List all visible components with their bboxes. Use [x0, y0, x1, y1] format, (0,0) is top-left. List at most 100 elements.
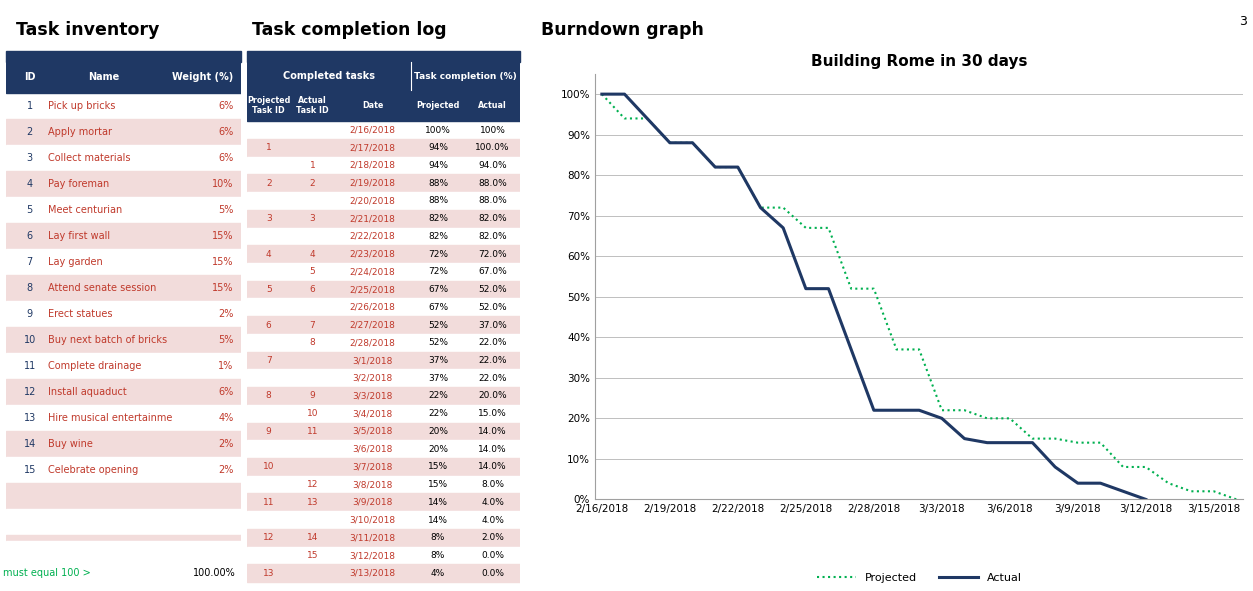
Text: Install aquaduct: Install aquaduct [49, 387, 128, 397]
Text: 14.0%: 14.0% [479, 444, 507, 454]
Text: 94%: 94% [429, 143, 449, 152]
Text: 3/1/2018: 3/1/2018 [352, 356, 392, 365]
Text: 72.0%: 72.0% [479, 249, 507, 259]
Text: 2.0%: 2.0% [481, 533, 504, 543]
Bar [6, 509, 241, 535]
Text: 2/28/2018: 2/28/2018 [350, 338, 396, 348]
Text: 14%: 14% [429, 515, 449, 525]
Text: 88.0%: 88.0% [479, 196, 507, 206]
Bar [247, 352, 520, 369]
Text: 82%: 82% [429, 214, 449, 223]
Text: 3/9/2018: 3/9/2018 [352, 498, 392, 507]
Text: 2%: 2% [218, 465, 233, 475]
Text: Attend senate session: Attend senate session [49, 283, 157, 293]
Text: 8: 8 [309, 338, 316, 348]
Text: 15: 15 [307, 551, 318, 560]
Bar [247, 387, 520, 405]
Text: 6: 6 [26, 231, 33, 241]
Text: 10: 10 [307, 409, 318, 418]
Text: 20%: 20% [429, 444, 449, 454]
Text: Projected: Projected [416, 101, 460, 111]
Text: 9: 9 [309, 391, 316, 401]
Text: Task completion log: Task completion log [252, 21, 447, 38]
Text: 82%: 82% [429, 232, 449, 241]
Text: 11: 11 [307, 427, 318, 436]
Text: 94.0%: 94.0% [479, 161, 507, 170]
Text: 20%: 20% [429, 427, 449, 436]
Legend: Projected, Actual: Projected, Actual [812, 569, 1026, 587]
Text: 2: 2 [266, 178, 272, 188]
Text: 2/19/2018: 2/19/2018 [350, 178, 396, 188]
Text: 100%: 100% [425, 125, 451, 135]
Text: 2/20/2018: 2/20/2018 [350, 196, 396, 206]
Text: ID: ID [24, 73, 35, 82]
Bar [247, 263, 520, 281]
Text: 12: 12 [307, 480, 318, 489]
Text: Pick up bricks: Pick up bricks [49, 101, 115, 111]
Text: 37%: 37% [429, 374, 449, 383]
Bar [6, 301, 241, 327]
Text: 3: 3 [309, 214, 316, 223]
Text: 11: 11 [24, 361, 36, 371]
Bar [6, 93, 241, 119]
Text: 15%: 15% [212, 231, 233, 241]
Text: 2/23/2018: 2/23/2018 [350, 249, 396, 259]
Bar [6, 249, 241, 275]
Text: 2/25/2018: 2/25/2018 [350, 285, 396, 294]
Text: 6: 6 [266, 320, 272, 330]
Bar [247, 547, 520, 564]
Text: 22%: 22% [429, 409, 449, 418]
Text: 22.0%: 22.0% [479, 356, 507, 365]
Text: 4: 4 [26, 179, 33, 189]
Bar [6, 197, 241, 223]
Text: 14%: 14% [429, 498, 449, 507]
Text: 6%: 6% [218, 387, 233, 397]
Bar [247, 174, 520, 192]
Text: 6: 6 [309, 285, 316, 294]
Bar [247, 157, 520, 174]
Bar [247, 316, 520, 334]
Text: 72%: 72% [429, 267, 449, 277]
Text: 12: 12 [24, 387, 36, 397]
Text: 2/24/2018: 2/24/2018 [350, 267, 396, 277]
Text: 8: 8 [26, 283, 33, 293]
Text: 2: 2 [309, 178, 316, 188]
Text: must equal 100 >: must equal 100 > [3, 568, 90, 578]
Text: 5: 5 [309, 267, 316, 277]
Bar [247, 564, 520, 582]
Text: 72%: 72% [429, 249, 449, 259]
Bar [6, 62, 241, 93]
Text: 3/2/2018: 3/2/2018 [352, 374, 392, 383]
Text: 1: 1 [26, 101, 33, 111]
Text: 52%: 52% [429, 320, 449, 330]
Text: 22.0%: 22.0% [479, 374, 507, 383]
Text: Apply mortar: Apply mortar [49, 127, 113, 137]
Bar [247, 192, 520, 210]
Text: Actual: Actual [479, 101, 507, 111]
Text: 3: 3 [266, 214, 272, 223]
Text: 3/8/2018: 3/8/2018 [352, 480, 392, 489]
Bar [6, 431, 241, 457]
Text: 6%: 6% [218, 101, 233, 111]
Text: 14: 14 [24, 439, 36, 449]
Text: 37%: 37% [429, 356, 449, 365]
Text: 4%: 4% [431, 569, 445, 578]
Text: 8: 8 [266, 391, 272, 401]
Bar [6, 145, 241, 171]
Text: 5%: 5% [218, 205, 233, 215]
Text: 8.0%: 8.0% [481, 480, 504, 489]
Text: 3/6/2018: 3/6/2018 [352, 444, 392, 454]
Text: Actual
Task ID: Actual Task ID [296, 96, 328, 115]
Bar [247, 511, 520, 529]
Text: 67.0%: 67.0% [479, 267, 507, 277]
Bar [247, 334, 520, 352]
Bar [247, 440, 520, 458]
Text: 88.0%: 88.0% [479, 178, 507, 188]
Text: Collect materials: Collect materials [49, 153, 132, 163]
Text: 13: 13 [24, 413, 36, 423]
Text: Name: Name [88, 73, 119, 82]
Text: 4.0%: 4.0% [481, 498, 504, 507]
Text: 5%: 5% [218, 335, 233, 345]
Bar [6, 51, 241, 62]
Text: Buy wine: Buy wine [49, 439, 93, 449]
